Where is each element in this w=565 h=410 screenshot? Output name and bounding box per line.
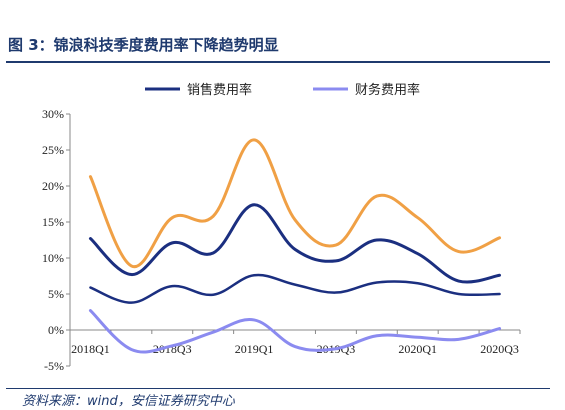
x-tick-label: 2020Q3 (480, 342, 519, 356)
legend: 销售费用率 财务费用率 (145, 82, 420, 98)
legend-label: 财务费用率 (355, 82, 420, 98)
y-tick-label: 20% (42, 179, 64, 193)
series-layer (88, 138, 502, 354)
y-tick-label: -5% (44, 359, 64, 373)
x-tick-label: 2019Q1 (235, 342, 274, 356)
footer-rule (6, 388, 550, 389)
chart-title: 图 3：锦浪科技季度费用率下降趋势明显 (8, 36, 279, 54)
legend-label: 销售费用率 (187, 82, 252, 98)
series-line-0 (88, 203, 502, 284)
y-tick-label: 15% (42, 215, 64, 229)
y-tick-label: 25% (42, 143, 64, 157)
series-line-1 (88, 309, 502, 354)
y-tick-label: 0% (48, 323, 64, 337)
series-line-2 (88, 138, 502, 269)
x-tick-label: 2018Q3 (153, 342, 192, 356)
source-note: 资料来源：wind，安信证券研究中心 (22, 394, 235, 409)
x-tick-label: 2020Q1 (398, 342, 437, 356)
title-rule (6, 61, 550, 63)
series-line-3 (89, 273, 501, 304)
axes: -5% 0% 5% 10% 15% 20% 25% 30% 2018Q1 2018Q3 2019Q1… (42, 107, 521, 373)
y-tick-label: 30% (42, 107, 64, 121)
y-tick-label: 10% (42, 251, 64, 265)
x-tick-label: 2018Q1 (71, 342, 110, 356)
y-tick-label: 5% (48, 287, 64, 301)
